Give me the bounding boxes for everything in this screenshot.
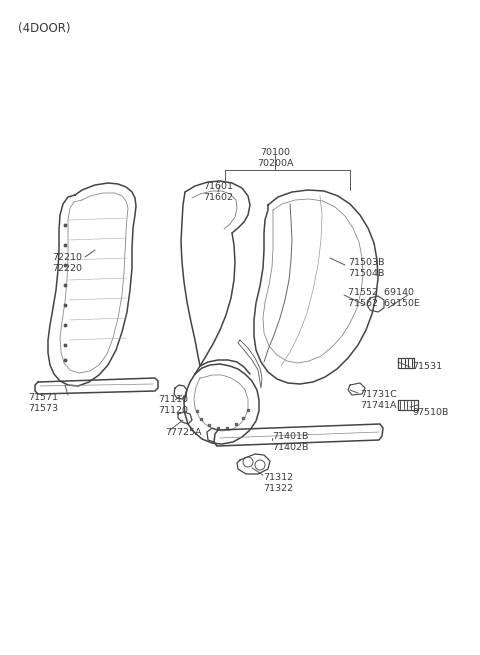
Text: 71731C
71741A: 71731C 71741A: [360, 390, 397, 411]
Text: 97510B: 97510B: [412, 408, 448, 417]
Text: 71503B
71504B: 71503B 71504B: [348, 258, 384, 278]
Text: 71571
71573: 71571 71573: [28, 393, 58, 413]
Text: 70100
70200A: 70100 70200A: [257, 148, 293, 168]
Text: 71552  69140
71562  69150E: 71552 69140 71562 69150E: [348, 288, 420, 309]
Text: 72210
72220: 72210 72220: [52, 253, 82, 273]
Text: 71110
71120: 71110 71120: [158, 395, 188, 415]
Text: (4DOOR): (4DOOR): [18, 22, 71, 35]
Text: 71531: 71531: [412, 362, 442, 371]
Text: 77725A: 77725A: [165, 428, 202, 437]
Text: 71401B
71402B: 71401B 71402B: [272, 432, 308, 453]
Text: 71601
71602: 71601 71602: [203, 182, 233, 202]
Text: 71312
71322: 71312 71322: [263, 473, 293, 493]
